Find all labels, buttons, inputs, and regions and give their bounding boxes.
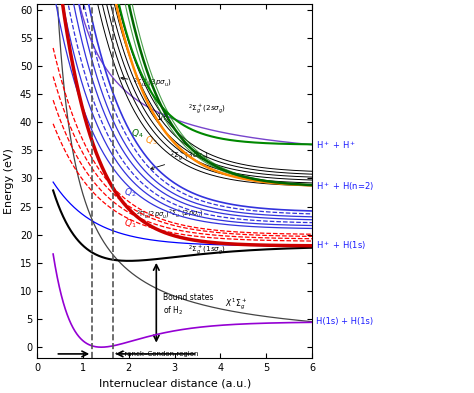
Text: $^2\Sigma_g^+(2s\sigma_g)$: $^2\Sigma_g^+(2s\sigma_g)$	[188, 102, 227, 116]
Text: 1/R: 1/R	[156, 112, 169, 121]
X-axis label: Internuclear distance (a.u.): Internuclear distance (a.u.)	[99, 379, 251, 389]
Text: $^2\Sigma_u^+(3p\sigma_u)$: $^2\Sigma_u^+(3p\sigma_u)$	[121, 77, 172, 90]
Text: H$^+$ + H$^+$: H$^+$ + H$^+$	[316, 139, 356, 151]
Text: ←Franck–Condon region: ←Franck–Condon region	[115, 351, 199, 357]
Text: $Q_1$: $Q_1$	[124, 217, 137, 230]
Text: $^2\Sigma_g^+(3d\sigma_g)$: $^2\Sigma_g^+(3d\sigma_g)$	[151, 150, 209, 169]
Text: $Q_4$: $Q_4$	[131, 127, 144, 140]
Text: $Q_2$: $Q_2$	[124, 186, 137, 199]
Text: H(1s) + H(1s): H(1s) + H(1s)	[316, 318, 373, 326]
Text: H$^+$ + H(n=2): H$^+$ + H(n=2)	[316, 180, 374, 193]
Text: $^2\Sigma_g^+(1s\sigma_g)$: $^2\Sigma_g^+(1s\sigma_g)$	[188, 244, 227, 258]
Y-axis label: Energy (eV): Energy (eV)	[4, 148, 14, 214]
Text: H$^+$ + H(1s): H$^+$ + H(1s)	[316, 240, 366, 252]
Text: $Q_3$: $Q_3$	[145, 134, 157, 147]
Text: $X\,^1\Sigma_g^+$: $X\,^1\Sigma_g^+$	[225, 297, 247, 312]
Text: Bound states
of H$_2$: Bound states of H$_2$	[163, 293, 214, 317]
Text: $^2\Sigma_u^+(2p\sigma_u)$: $^2\Sigma_u^+(2p\sigma_u)$	[168, 208, 203, 221]
Text: $^2\Pi_u(2p\sigma_u)$: $^2\Pi_u(2p\sigma_u)$	[136, 208, 169, 221]
